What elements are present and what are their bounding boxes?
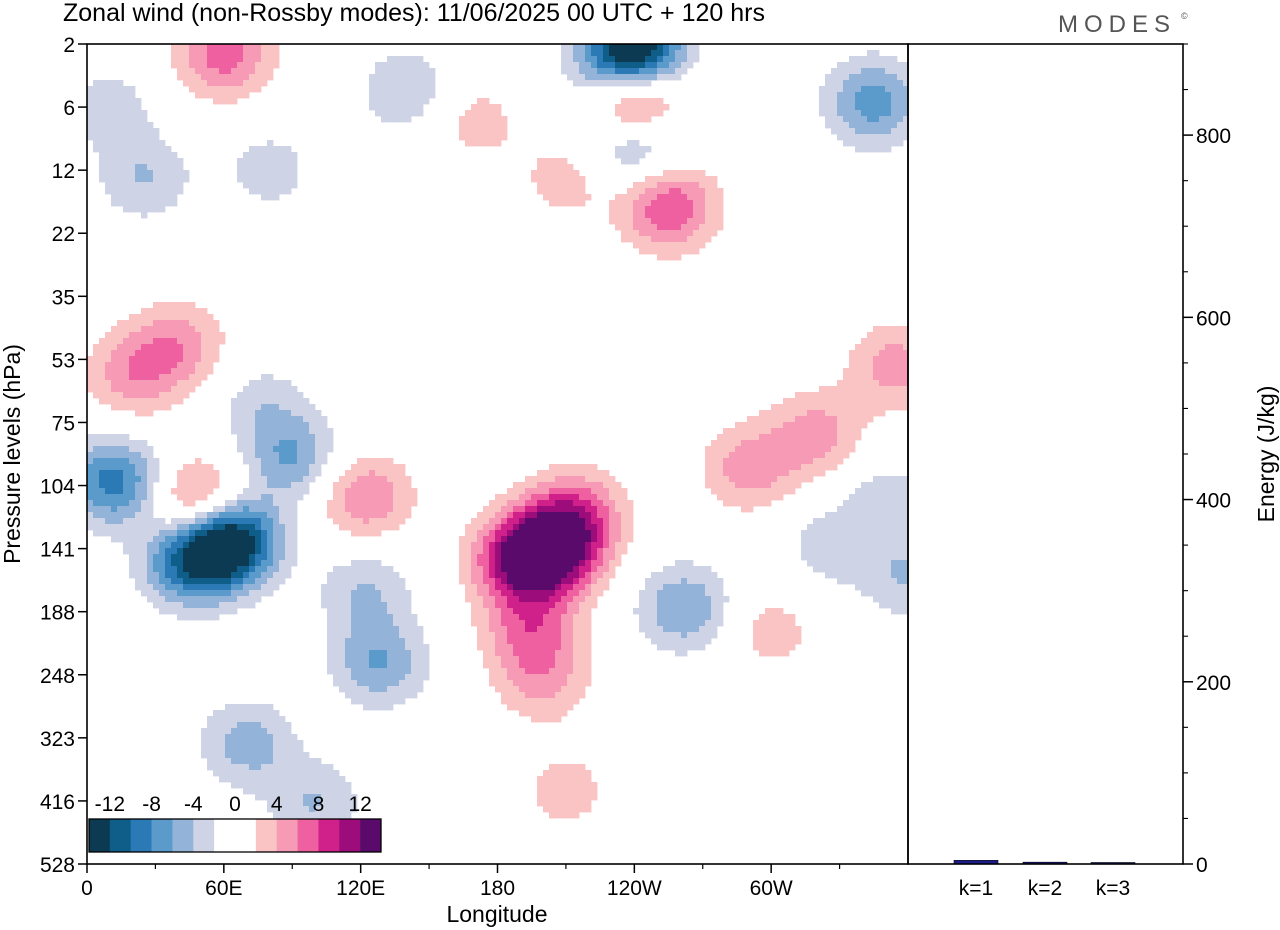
y-tick-label: 75 <box>52 412 75 435</box>
colorbar-label: -12 <box>95 793 125 816</box>
colorbar-frame <box>88 818 382 853</box>
colorbar-swatch <box>151 819 173 852</box>
colorbar-label: -8 <box>142 793 161 816</box>
colorbar-label: -4 <box>184 793 203 816</box>
x-tick-label: 120E <box>336 877 385 900</box>
colorbar-swatch <box>297 819 319 852</box>
x-tick-label: 180 <box>480 877 515 900</box>
y-tick-label: 141 <box>40 539 75 562</box>
x-tick-label: 60W <box>750 877 793 900</box>
y-tick-label: 416 <box>40 791 75 814</box>
energy-axis-label: Energy (J/kg) <box>1253 386 1279 523</box>
heatmap-axes: 0 60E 120E 180 120W 60W 2 6 12 22 35 53 75 104 141 188 2… <box>40 34 841 900</box>
energy-bar-chart: 0 200 400 600 800 k=1 k=2 k=3 <box>953 43 1231 900</box>
colorbar-swatch <box>172 819 194 852</box>
y-tick-label: 2 <box>63 34 75 57</box>
colorbar-swatch <box>318 819 340 852</box>
colorbar-label: 12 <box>348 793 371 816</box>
modes-logo: MODES <box>1058 11 1176 38</box>
colorbar-swatch <box>235 819 257 852</box>
colorbar-swatch <box>193 819 215 852</box>
energy-tick-label: 400 <box>1196 490 1231 513</box>
bar-chart-frame <box>907 43 1184 865</box>
colorbar-swatch <box>360 819 382 852</box>
y-axis-label: Pressure levels (hPa) <box>0 344 25 564</box>
x-tick-label: 0 <box>81 877 93 900</box>
y-tick-label: 12 <box>52 160 75 183</box>
heatmap-field <box>87 44 908 843</box>
y-tick-label: 35 <box>52 286 75 309</box>
energy-tick-label: 800 <box>1196 125 1231 148</box>
colorbar-swatch <box>255 819 278 852</box>
y-tick-label: 104 <box>40 476 75 499</box>
energy-bar-label: k=1 <box>959 877 993 900</box>
y-tick-label: 188 <box>40 602 75 625</box>
modes-logo-mark: © <box>1181 11 1188 21</box>
colorbar-swatch <box>89 819 111 852</box>
energy-bar-label: k=2 <box>1028 877 1062 900</box>
y-tick-label: 323 <box>40 728 75 751</box>
x-tick-label: 120W <box>607 877 662 900</box>
colorbar-swatch <box>130 819 152 852</box>
chart-title: Zonal wind (non-Rossby modes): 11/06/202… <box>63 0 765 27</box>
colorbar-label: 8 <box>313 793 325 816</box>
colorbar: -12 -8 -4 0 4 8 12 <box>88 793 382 853</box>
colorbar-label: 0 <box>229 793 241 816</box>
colorbar-swatch <box>276 819 298 852</box>
colorbar-swatch <box>214 819 236 852</box>
y-tick-label: 248 <box>40 665 75 688</box>
y-tick-label: 53 <box>52 349 75 372</box>
energy-tick-label: 0 <box>1196 854 1208 877</box>
energy-tick-label: 600 <box>1196 307 1231 330</box>
energy-tick-label: 200 <box>1196 672 1231 695</box>
colorbar-swatch <box>109 819 132 852</box>
x-axis-label: Longitude <box>446 901 547 927</box>
energy-bar-label: k=3 <box>1096 877 1130 900</box>
colorbar-swatch <box>339 819 361 852</box>
y-tick-label: 22 <box>52 223 75 246</box>
y-tick-label: 6 <box>63 97 75 120</box>
colorbar-label: 4 <box>271 793 283 816</box>
y-tick-label: 528 <box>40 854 75 877</box>
x-tick-label: 60E <box>205 877 242 900</box>
